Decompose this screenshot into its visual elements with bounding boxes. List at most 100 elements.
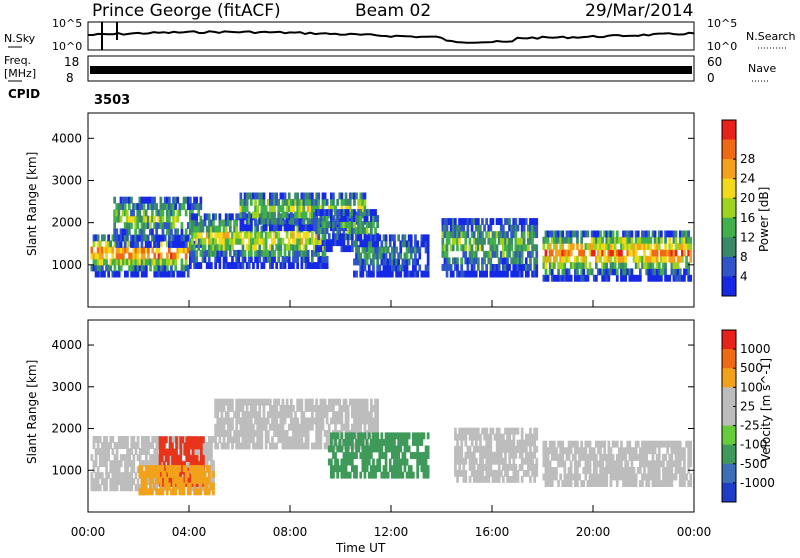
heatmap-cell [317,221,321,228]
heatmap-cell [544,255,548,263]
heatmap-cell [485,445,489,453]
heatmap-cell [516,257,520,265]
heatmap-cell [208,454,211,461]
heatmap-cell [628,467,632,474]
heatmap-cell [323,209,327,216]
heatmap-cell [403,452,407,459]
heatmap-cell [351,465,354,473]
heatmap-cell [634,236,638,244]
heatmap-cell [624,453,627,461]
heatmap-cell [386,258,390,266]
heatmap-cell [306,249,310,257]
heatmap-cell [142,222,146,229]
heatmap-cell [207,225,211,233]
heatmap-cell [119,454,123,461]
heatmap-cell [678,274,682,282]
heatmap-cell [508,445,511,453]
colorbar-tick-label: 100 [740,380,763,394]
heatmap-cell [653,255,657,263]
heatmap-cell [630,236,634,244]
heatmap-cell [344,221,348,228]
heatmap-cell [485,270,488,278]
heatmap-cell [136,246,140,254]
heatmap-cell [359,252,363,260]
heatmap-cell [346,445,350,453]
heatmap-cell [384,471,388,479]
heatmap-cell [504,270,507,278]
heatmap-cell [391,270,394,278]
heatmap-cell [271,423,274,431]
heatmap-cell [466,231,470,239]
heatmap-cell [546,473,550,481]
heatmap-cell [477,445,480,453]
heatmap-cell [239,237,243,245]
heatmap-cell [200,455,203,462]
heatmap-cell [296,217,299,225]
heatmap-cell [262,411,266,419]
heatmap-cell [632,447,636,455]
heatmap-cell [334,233,337,241]
heatmap-cell [101,270,104,278]
heatmap-cell [235,417,238,425]
heatmap-cell [313,417,316,425]
heatmap-cell [166,252,169,260]
heatmap-cell [168,470,171,478]
heatmap-cell [197,470,201,478]
heatmap-cell [649,447,653,455]
heatmap-cell [462,475,466,483]
heatmap-cell [372,405,375,412]
heatmap-cell [615,274,619,282]
heatmap-cell [599,243,602,250]
heatmap-cell [208,436,211,443]
heatmap-cell [374,445,377,453]
heatmap-cell [128,472,131,480]
heatmap-cell [151,488,154,496]
heatmap-cell [155,270,159,278]
heatmap-cell [214,256,217,263]
heatmap-cell [159,222,163,229]
heatmap-cell [542,473,546,481]
heatmap-cell [184,228,188,236]
heatmap-cell [132,436,136,443]
heatmap-cell [565,236,569,244]
heatmap-cell [359,192,363,200]
heatmap-cell [130,241,133,248]
heatmap-cell [222,436,226,444]
heatmap-cell [391,432,394,440]
heatmap-cell [382,264,386,272]
heatmap-cell [159,476,163,484]
heatmap-cell [275,417,278,425]
heatmap-cell [628,274,632,282]
heatmap-cell [624,467,627,474]
heatmap-cell [294,423,297,431]
heatmap-cell [342,452,346,459]
heatmap-cell [302,198,306,206]
heatmap-cell [101,442,104,449]
heatmap-cell [180,482,184,490]
heatmap-cell [165,488,169,496]
heatmap-cell [109,264,113,272]
heatmap-cell [235,225,238,233]
heatmap-cell [132,478,136,486]
colorbar-tick-label: 20 [740,191,755,205]
heatmap-cell [502,475,505,483]
heatmap-cell [214,442,217,450]
heatmap-cell [191,219,194,227]
heatmap-cell [269,192,272,200]
heatmap-cell [290,243,293,251]
heatmap-cell [516,264,520,271]
colorbar-tick-label: -25 [740,419,760,433]
heatmap-cell [256,430,259,437]
heatmap-cell [609,255,613,263]
heatmap-cell [332,215,335,222]
heatmap-cell [233,262,236,269]
heatmap-cell [149,488,152,496]
heatmap-cell [298,243,302,251]
heatmap-cell [363,246,367,254]
heatmap-cell [674,467,678,474]
heatmap-cell [98,472,102,480]
heatmap-cell [113,215,116,223]
heatmap-cell [546,236,550,244]
heatmap-cell [666,480,669,487]
heatmap-cell [628,268,632,276]
